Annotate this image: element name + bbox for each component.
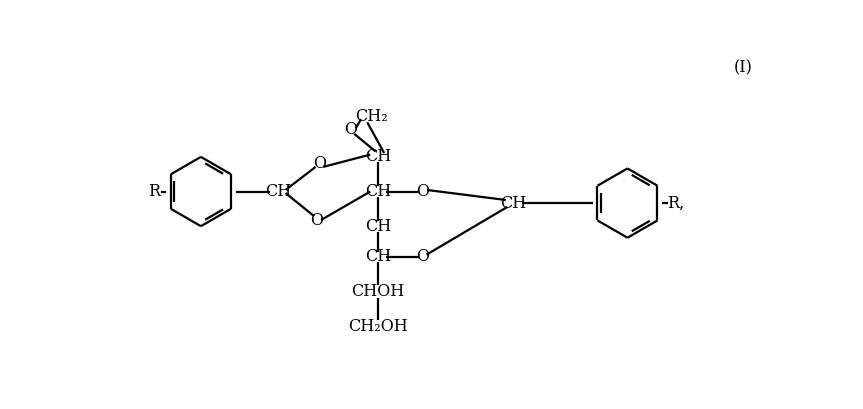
Text: R: R bbox=[148, 183, 160, 200]
Text: O: O bbox=[313, 155, 326, 171]
Text: CH: CH bbox=[365, 148, 391, 165]
Text: CH: CH bbox=[365, 249, 391, 265]
Text: O: O bbox=[416, 249, 429, 265]
Text: CH₂: CH₂ bbox=[356, 108, 388, 125]
Text: CH: CH bbox=[501, 195, 526, 211]
Text: O: O bbox=[416, 183, 429, 200]
Text: CHOH: CHOH bbox=[351, 283, 405, 300]
Text: CH: CH bbox=[265, 183, 291, 200]
Text: O: O bbox=[310, 211, 323, 229]
Text: CH: CH bbox=[365, 183, 391, 200]
Text: O: O bbox=[344, 121, 357, 138]
Text: CH₂OH: CH₂OH bbox=[348, 318, 408, 335]
Text: R,: R, bbox=[667, 195, 684, 211]
Text: CH: CH bbox=[365, 218, 391, 235]
Text: (I): (I) bbox=[734, 60, 753, 77]
